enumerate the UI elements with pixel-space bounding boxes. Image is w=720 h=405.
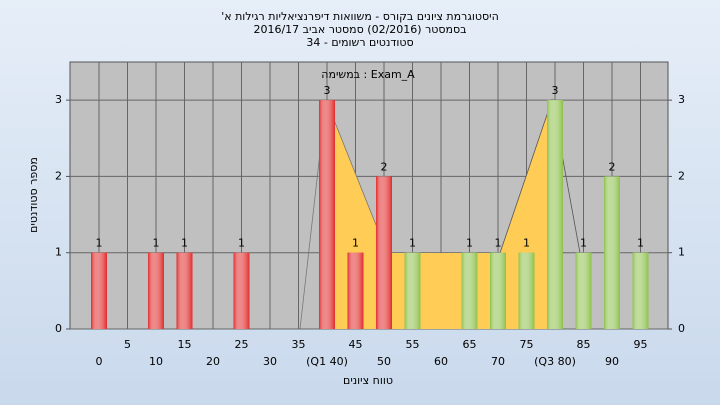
value-label: 1 (580, 237, 587, 250)
x-tick-label: (Q3 80) (534, 355, 576, 368)
quartile-outline (499, 98, 581, 254)
bar-shine (518, 252, 535, 329)
x-tick-label: 55 (406, 338, 420, 351)
x-tick-label: 0 (96, 355, 103, 368)
value-label: 1 (409, 237, 416, 250)
x-tick-label: (Q1 40) (306, 355, 348, 368)
x-tick-label: 65 (463, 338, 477, 351)
value-label: 1 (466, 237, 473, 250)
chart-subtitle: סטודנטים רשומים - 34 (306, 36, 413, 49)
value-label: 1 (523, 237, 530, 250)
x-axis-label: טווח ציונים (343, 374, 393, 387)
x-tick-label: 70 (491, 355, 505, 368)
bar-shine (632, 252, 649, 329)
chart-subtitle: בסמסטר (02/2016) סמסטר אביב 2016/17 (253, 23, 466, 36)
bar-shine (176, 252, 193, 329)
bar-shine (148, 252, 164, 329)
x-tick-label: 20 (206, 355, 220, 368)
x-tick-label: 75 (520, 338, 534, 351)
x-tick-label: 45 (349, 338, 363, 351)
value-label: 3 (324, 84, 331, 97)
value-label: 1 (96, 237, 103, 250)
value-label: 1 (238, 237, 245, 250)
quartile-outline (299, 99, 379, 330)
value-label: 1 (153, 237, 160, 250)
bar-shine (461, 252, 478, 329)
x-tick-label: 90 (605, 355, 619, 368)
y-tick-label: 1 (55, 246, 62, 259)
x-tick-label: 15 (178, 338, 192, 351)
bar-shine (547, 100, 563, 330)
y2-tick-label: 3 (678, 93, 685, 106)
bar-shine (490, 252, 506, 329)
bar-shine (376, 176, 392, 329)
x-tick-label: 60 (434, 355, 448, 368)
y-tick-label: 2 (55, 169, 62, 182)
bar-shine (347, 252, 364, 329)
x-tick-label: 95 (634, 338, 648, 351)
chart-title: היסטוגרמת ציונים בקורס - משוואות דיפרנצי… (221, 10, 499, 23)
y-axis-label: מספר סטודנטים (27, 157, 40, 233)
value-label: 1 (495, 237, 502, 250)
value-label: 2 (381, 160, 388, 173)
x-tick-label: 10 (149, 355, 163, 368)
x-tick-label: 5 (124, 338, 131, 351)
y2-tick-label: 2 (678, 169, 685, 182)
value-label: 1 (352, 237, 359, 250)
y2-tick-label: 0 (678, 322, 685, 335)
bar-shine (233, 252, 250, 329)
bar-shine (404, 252, 421, 329)
bar-shine (319, 100, 335, 330)
y2-tick-label: 1 (678, 246, 685, 259)
x-tick-label: 30 (263, 355, 277, 368)
y-tick-label: 0 (55, 322, 62, 335)
x-tick-label: 25 (235, 338, 249, 351)
y-tick-label: 3 (55, 93, 62, 106)
bar-shine (91, 252, 107, 329)
annotation: Exam_A : במשימה (321, 68, 415, 81)
bar-shine (575, 252, 592, 329)
value-label: 2 (609, 160, 616, 173)
bar-shine (604, 176, 620, 329)
x-tick-label: 35 (292, 338, 306, 351)
x-tick-label: 50 (377, 355, 391, 368)
value-label: 1 (181, 237, 188, 250)
value-label: 3 (552, 84, 559, 97)
value-label: 1 (637, 237, 644, 250)
x-tick-label: 85 (577, 338, 591, 351)
